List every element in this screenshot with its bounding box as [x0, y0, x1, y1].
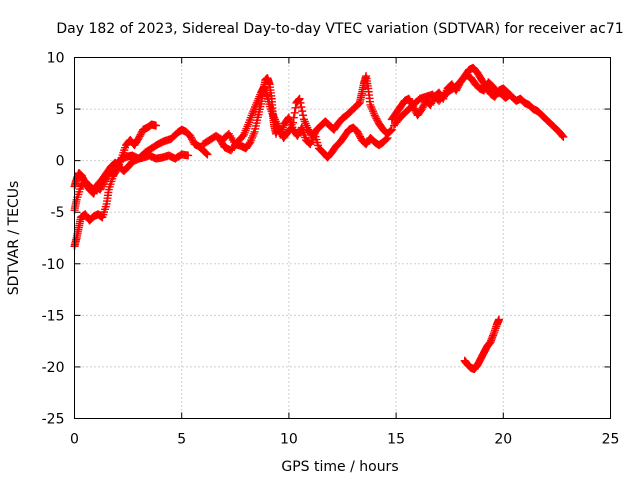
y-tick-label: 0	[56, 154, 65, 170]
series-2	[70, 150, 193, 198]
data-point	[505, 90, 514, 99]
plot-frame	[74, 57, 611, 419]
y-tick-label: -15	[42, 308, 65, 324]
y-tick-label: 10	[47, 51, 65, 67]
grid	[74, 57, 611, 419]
chart-title: Day 182 of 2023, Sidereal Day-to-day VTE…	[56, 21, 623, 37]
x-tick-label: 10	[280, 432, 298, 448]
data-point	[290, 108, 299, 117]
x-tick-label: 20	[494, 432, 512, 448]
data-point	[386, 126, 395, 135]
series-trace	[73, 128, 209, 211]
x-axis-label: GPS time / hours	[281, 459, 398, 475]
x-tick-label: 25	[602, 432, 620, 448]
data-point	[201, 148, 210, 157]
y-tick-label: 5	[56, 102, 65, 118]
data-point	[558, 131, 567, 140]
series-4	[199, 74, 392, 162]
series-8	[460, 315, 504, 373]
y-tick-label: -20	[42, 360, 65, 376]
data-point	[184, 151, 193, 160]
data-point	[495, 315, 504, 324]
y-tick-labels: -25 -20 -15 -10 -5 0 5 10	[42, 51, 65, 428]
data-point	[296, 98, 305, 107]
x-tick-label: 0	[70, 432, 79, 448]
data-point	[286, 125, 295, 134]
data-series	[70, 63, 568, 373]
series-5	[216, 72, 396, 155]
series-7	[389, 71, 514, 130]
x-tick-label: 5	[177, 432, 186, 448]
data-point	[202, 149, 211, 158]
data-point	[381, 135, 390, 144]
data-point	[387, 125, 396, 134]
data-point	[386, 127, 395, 136]
data-point	[295, 94, 304, 103]
y-tick-label: -10	[42, 257, 65, 273]
data-point	[291, 103, 300, 112]
data-point	[288, 123, 297, 132]
data-point	[298, 107, 307, 116]
data-point	[289, 113, 298, 122]
series-3	[70, 125, 212, 215]
axis-ticks	[74, 57, 611, 419]
x-tick-labels: 0 5 10 15 20 25	[70, 432, 619, 448]
y-axis-label: SDTVAR / TECUs	[6, 181, 22, 296]
data-point	[288, 118, 297, 127]
x-tick-label: 15	[387, 432, 405, 448]
data-point	[559, 132, 568, 141]
data-point	[297, 103, 306, 112]
data-point	[299, 111, 308, 120]
data-point	[151, 121, 160, 130]
data-point	[287, 124, 296, 133]
y-tick-label: -5	[51, 205, 65, 221]
y-tick-label: -25	[42, 412, 65, 428]
data-point	[203, 150, 212, 159]
